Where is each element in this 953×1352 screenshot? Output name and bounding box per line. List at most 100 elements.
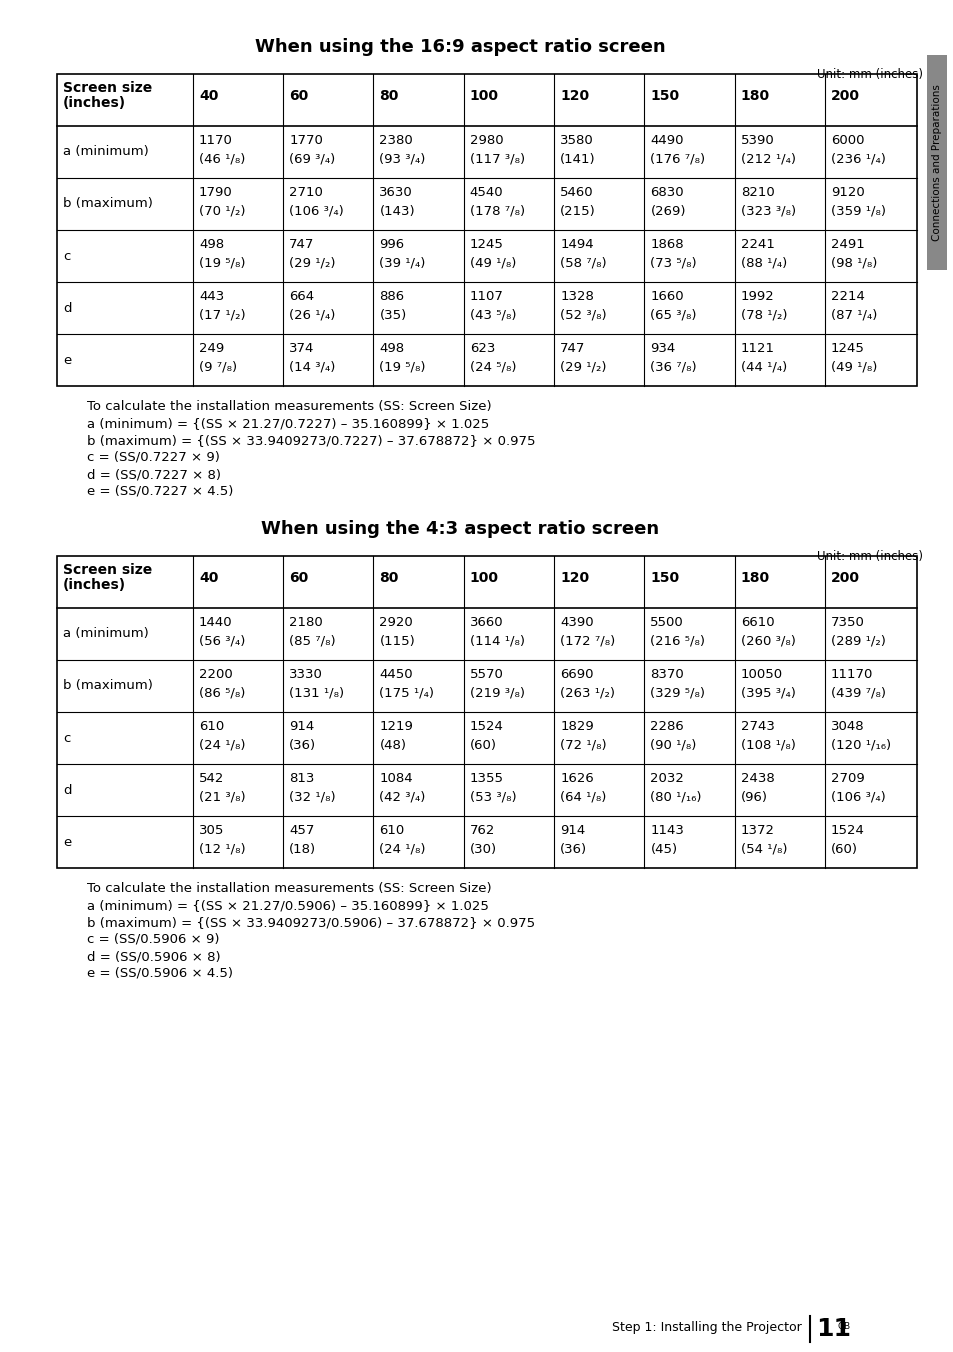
Text: (329 ⁵/₈): (329 ⁵/₈): [650, 687, 704, 700]
Text: (35): (35): [379, 310, 406, 322]
Text: (54 ¹/₈): (54 ¹/₈): [740, 844, 786, 856]
Text: (14 ³/₄): (14 ³/₄): [289, 361, 335, 375]
Text: (87 ¹/₄): (87 ¹/₄): [830, 310, 877, 322]
Text: (19 ⁵/₈): (19 ⁵/₈): [379, 361, 426, 375]
Text: 3330: 3330: [289, 668, 323, 681]
Text: (43 ⁵/₈): (43 ⁵/₈): [469, 310, 516, 322]
Text: (93 ³/₄): (93 ³/₄): [379, 153, 425, 166]
Text: (36): (36): [289, 740, 316, 752]
Text: 10050: 10050: [740, 668, 782, 681]
Text: 2200: 2200: [198, 668, 233, 681]
Text: 4450: 4450: [379, 668, 413, 681]
Text: (85 ⁷/₈): (85 ⁷/₈): [289, 635, 335, 648]
Text: 2710: 2710: [289, 187, 323, 199]
Text: 1143: 1143: [650, 823, 683, 837]
Text: 1245: 1245: [469, 238, 503, 251]
Text: 120: 120: [559, 571, 589, 585]
Text: 1245: 1245: [830, 342, 864, 356]
Text: (395 ³/₄): (395 ³/₄): [740, 687, 795, 700]
Text: (65 ³/₈): (65 ³/₈): [650, 310, 696, 322]
Text: (86 ⁵/₈): (86 ⁵/₈): [198, 687, 245, 700]
Text: 249: 249: [198, 342, 224, 356]
Bar: [926, 55, 946, 270]
Text: 60: 60: [289, 89, 308, 103]
Text: b (maximum) = {(SS × 33.9409273/0.7227) – 37.678872} × 0.975: b (maximum) = {(SS × 33.9409273/0.7227) …: [87, 434, 535, 448]
Text: 4490: 4490: [650, 134, 683, 147]
Text: 2241: 2241: [740, 238, 774, 251]
Text: 1660: 1660: [650, 289, 683, 303]
Text: 623: 623: [469, 342, 495, 356]
Text: 150: 150: [650, 571, 679, 585]
Text: 1829: 1829: [559, 721, 593, 733]
Text: (131 ¹/₈): (131 ¹/₈): [289, 687, 344, 700]
Text: (45): (45): [650, 844, 677, 856]
Text: (36 ⁷/₈): (36 ⁷/₈): [650, 361, 697, 375]
Text: (60): (60): [830, 844, 857, 856]
Text: 180: 180: [740, 89, 769, 103]
Text: (53 ³/₈): (53 ³/₈): [469, 791, 516, 804]
Text: 813: 813: [289, 772, 314, 786]
Text: (inches): (inches): [63, 579, 126, 592]
Text: 9120: 9120: [830, 187, 863, 199]
Text: (24 ¹/₈): (24 ¹/₈): [198, 740, 245, 752]
Text: 914: 914: [559, 823, 585, 837]
Text: (12 ¹/₈): (12 ¹/₈): [198, 844, 245, 856]
Text: (42 ³/₄): (42 ³/₄): [379, 791, 425, 804]
Text: (73 ⁵/₈): (73 ⁵/₈): [650, 257, 697, 270]
Text: Screen size: Screen size: [63, 81, 152, 95]
Text: (24 ⁵/₈): (24 ⁵/₈): [469, 361, 516, 375]
Text: 1084: 1084: [379, 772, 413, 786]
Text: (176 ⁷/₈): (176 ⁷/₈): [650, 153, 705, 166]
Text: (52 ³/₈): (52 ³/₈): [559, 310, 606, 322]
Text: (359 ¹/₈): (359 ¹/₈): [830, 206, 885, 218]
Text: 1440: 1440: [198, 617, 233, 629]
Text: 2214: 2214: [830, 289, 864, 303]
Text: (29 ¹/₂): (29 ¹/₂): [289, 257, 335, 270]
Text: 5460: 5460: [559, 187, 593, 199]
Text: d = (SS/0.7227 × 8): d = (SS/0.7227 × 8): [87, 468, 221, 481]
Text: e: e: [63, 836, 71, 849]
Text: (141): (141): [559, 153, 595, 166]
Text: (18): (18): [289, 844, 316, 856]
Text: 996: 996: [379, 238, 404, 251]
Text: 1355: 1355: [469, 772, 503, 786]
Text: 1868: 1868: [650, 238, 683, 251]
Text: 498: 498: [198, 238, 224, 251]
Text: 934: 934: [650, 342, 675, 356]
Text: (69 ³/₄): (69 ³/₄): [289, 153, 335, 166]
Text: (323 ³/₈): (323 ³/₈): [740, 206, 795, 218]
Text: 2438: 2438: [740, 772, 774, 786]
Text: 886: 886: [379, 289, 404, 303]
Text: 4540: 4540: [469, 187, 503, 199]
Text: 80: 80: [379, 571, 398, 585]
Text: 542: 542: [198, 772, 224, 786]
Text: 200: 200: [830, 571, 859, 585]
Text: (216 ⁵/₈): (216 ⁵/₈): [650, 635, 704, 648]
Text: (44 ¹/₄): (44 ¹/₄): [740, 361, 786, 375]
Text: (106 ³/₄): (106 ³/₄): [830, 791, 884, 804]
Text: 80: 80: [379, 89, 398, 103]
Text: 6690: 6690: [559, 668, 593, 681]
Text: (19 ⁵/₈): (19 ⁵/₈): [198, 257, 245, 270]
Text: 2743: 2743: [740, 721, 774, 733]
Text: (26 ¹/₄): (26 ¹/₄): [289, 310, 335, 322]
Text: (260 ³/₈): (260 ³/₈): [740, 635, 795, 648]
Text: (78 ¹/₂): (78 ¹/₂): [740, 310, 786, 322]
Text: 2920: 2920: [379, 617, 413, 629]
Text: b (maximum) = {(SS × 33.9409273/0.5906) – 37.678872} × 0.975: b (maximum) = {(SS × 33.9409273/0.5906) …: [87, 917, 535, 929]
Text: (88 ¹/₄): (88 ¹/₄): [740, 257, 786, 270]
Text: 457: 457: [289, 823, 314, 837]
Text: Unit: mm (inches): Unit: mm (inches): [816, 68, 923, 81]
Text: 610: 610: [198, 721, 224, 733]
Text: (36): (36): [559, 844, 587, 856]
Text: b (maximum): b (maximum): [63, 197, 152, 211]
Bar: [57, 556, 916, 868]
Text: 2286: 2286: [650, 721, 683, 733]
Text: (439 ⁷/₈): (439 ⁷/₈): [830, 687, 885, 700]
Text: 6000: 6000: [830, 134, 863, 147]
Text: Step 1: Installing the Projector: Step 1: Installing the Projector: [612, 1321, 801, 1334]
Text: 2180: 2180: [289, 617, 323, 629]
Text: c: c: [63, 250, 71, 262]
Text: When using the 4:3 aspect ratio screen: When using the 4:3 aspect ratio screen: [261, 521, 659, 538]
Text: 6610: 6610: [740, 617, 774, 629]
